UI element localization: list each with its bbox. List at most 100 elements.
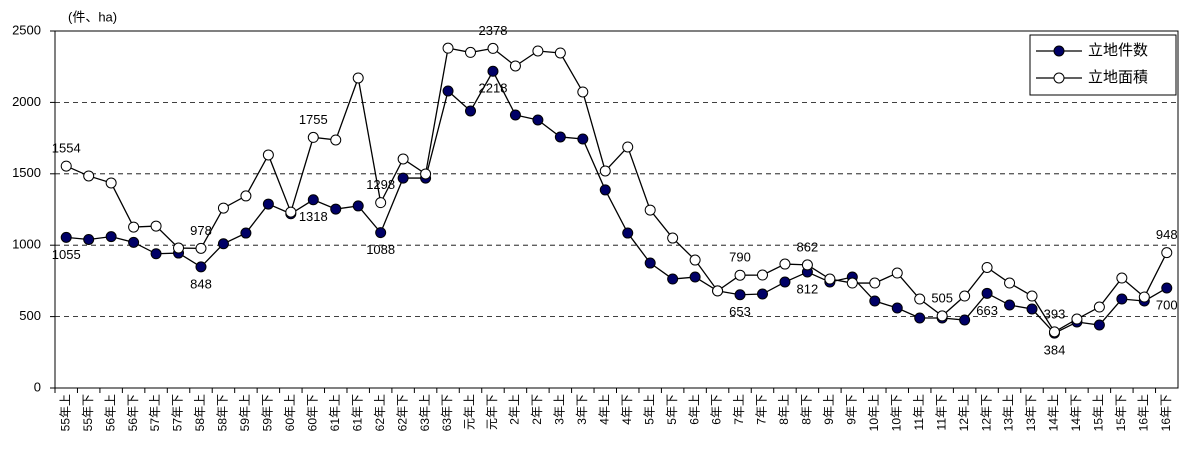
data-point (1026, 290, 1038, 302)
data-point (734, 269, 746, 281)
data-point (60, 231, 72, 243)
data-point (128, 236, 140, 248)
x-tick-label: 16年下 (1159, 394, 1173, 431)
data-point (240, 227, 252, 239)
data-point (959, 314, 971, 326)
x-tick-label: 9年下 (845, 394, 859, 425)
x-tick-label: 2年上 (508, 394, 522, 425)
y-axis-label: (件、ha) (68, 9, 117, 24)
data-point (577, 86, 589, 98)
data-point (262, 149, 274, 161)
data-label: 653 (729, 304, 751, 319)
x-tick-label: 13年上 (1002, 394, 1016, 431)
x-tick-label: 5年上 (642, 394, 656, 425)
x-tick-label: 16年上 (1136, 394, 1150, 431)
x-tick-label: 59年下 (261, 394, 275, 431)
data-point (712, 285, 724, 297)
data-label: 2218 (479, 81, 508, 96)
x-tick-label: 55年上 (58, 394, 72, 431)
data-point (105, 177, 117, 189)
data-point (262, 198, 274, 210)
data-point (487, 42, 499, 54)
data-point (509, 60, 521, 72)
data-point (981, 261, 993, 273)
data-point (779, 258, 791, 270)
x-tick-label: 12年下 (979, 394, 993, 431)
data-point (352, 72, 364, 84)
data-point (1093, 301, 1105, 313)
data-point (554, 47, 566, 59)
data-point (487, 65, 499, 77)
x-tick-label: 8年上 (777, 394, 791, 425)
data-point (397, 172, 409, 184)
data-point (285, 206, 297, 218)
y-tick-label: 500 (19, 308, 41, 323)
data-point (83, 233, 95, 245)
legend-box (1029, 34, 1177, 96)
data-point (981, 287, 993, 299)
data-point (959, 290, 971, 302)
x-tick-label: 58年下 (216, 394, 230, 431)
x-tick-label: 4年上 (597, 394, 611, 425)
data-point (689, 271, 701, 283)
y-tick-label: 2500 (12, 22, 41, 37)
x-tick-label: 60年上 (283, 394, 297, 431)
data-point (1048, 326, 1060, 338)
data-point (217, 202, 229, 214)
y-tick-label: 1500 (12, 165, 41, 180)
data-point (1071, 313, 1083, 325)
data-label: 862 (797, 239, 819, 254)
x-tick-label: 15年下 (1114, 394, 1128, 431)
x-tick-label: 8年下 (800, 394, 814, 425)
data-point (1161, 282, 1173, 294)
data-point (734, 289, 746, 301)
x-tick-label: 6年下 (710, 394, 724, 425)
series-line (65, 47, 1168, 333)
x-tick-label: 元年下 (485, 394, 499, 430)
data-point (622, 141, 634, 153)
x-tick-label: 11年下 (934, 394, 948, 430)
data-label: 505 (931, 290, 953, 305)
data-point (1161, 247, 1173, 259)
data-label: 1318 (299, 209, 328, 224)
data-point (150, 248, 162, 260)
data-point (1004, 299, 1016, 311)
data-label: 812 (797, 281, 819, 296)
data-point (173, 242, 185, 254)
x-tick-label: 5年下 (665, 394, 679, 425)
series-line (66, 69, 1168, 334)
data-point (128, 221, 140, 233)
x-tick-label: 3年下 (575, 394, 589, 425)
data-label: 2378 (479, 23, 508, 38)
data-point (622, 227, 634, 239)
x-tick-label: 元年上 (463, 394, 477, 430)
x-tick-label: 58年上 (193, 394, 207, 431)
data-point (217, 238, 229, 250)
x-tick-label: 63年下 (440, 394, 454, 431)
data-point (195, 261, 207, 273)
legend-label: 立地件数 (1088, 42, 1148, 59)
data-point (307, 131, 319, 143)
data-point (375, 197, 387, 209)
data-point (554, 131, 566, 143)
data-point (352, 200, 364, 212)
data-label: 790 (729, 250, 751, 265)
data-label: 1554 (52, 141, 81, 156)
x-tick-label: 63年上 (418, 394, 432, 431)
data-point (869, 277, 881, 289)
data-point (577, 133, 589, 145)
data-point (644, 204, 656, 216)
data-point (532, 45, 544, 57)
data-label: 700 (1156, 297, 1178, 312)
x-tick-label: 12年上 (957, 394, 971, 431)
x-tick-label: 55年下 (81, 394, 95, 431)
x-tick-label: 60年下 (305, 394, 319, 431)
data-point (667, 232, 679, 244)
data-point (532, 114, 544, 126)
data-point (240, 190, 252, 202)
x-tick-label: 57年上 (148, 394, 162, 431)
x-tick-label: 10年上 (867, 394, 881, 431)
y-tick-label: 1000 (12, 237, 41, 252)
x-tick-label: 61年上 (328, 394, 342, 431)
